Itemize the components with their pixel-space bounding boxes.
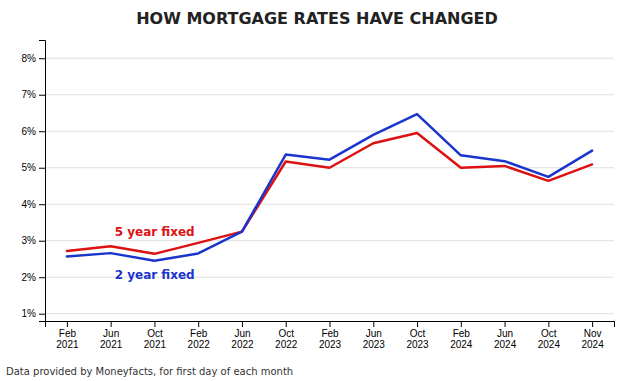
x-tick-mark [592,321,593,327]
x-tick: Feb2023 [319,321,342,350]
y-tick-mark [39,277,45,278]
y-tick: 3% [22,235,45,246]
x-tick-mark [154,321,155,327]
x-tick-label: Jun2021 [100,328,123,350]
grid-line [45,131,614,132]
y-axis-line [39,41,46,322]
y-tick-label: 5% [22,162,37,173]
y-tick: 4% [22,199,45,210]
x-tick-label: Oct2022 [275,328,298,350]
y-tick: 8% [22,53,45,64]
series-label: 5 year fixed [115,225,195,239]
y-tick: 2% [22,272,45,283]
y-tick: 7% [22,89,45,100]
x-tick-label: Jun2023 [363,328,386,350]
y-tick-mark [39,131,45,132]
x-tick-mark [111,321,112,327]
x-tick-mark [373,321,374,327]
y-tick-label: 6% [22,126,37,137]
grid [45,58,614,313]
x-tick: Oct2021 [144,321,167,350]
x-tick: Jun2023 [363,321,386,350]
y-axis: 1% 2% 3% 4% 5% 6% 7% 8% [22,41,46,322]
y-tick-mark [39,204,45,205]
grid-line [45,58,614,59]
series-labels: 5 year fixed 2 year fixed [115,225,195,282]
x-tick: Oct2022 [275,321,298,350]
grid-line [45,204,614,205]
chart: HOW MORTGAGE RATES HAVE CHANGED 1% 2% 3% 4% 5… [0,0,634,381]
x-tick-label: Oct2021 [144,328,167,350]
x-tick-mark [67,321,68,327]
lines [67,114,592,261]
x-tick-label: Feb2024 [450,328,473,350]
y-tick-label: 8% [22,53,37,64]
x-tick-mark [548,321,549,327]
grid-line [45,313,614,314]
y-tick-label: 2% [22,272,37,283]
x-tick-mark [417,321,418,327]
x-axis-line [46,322,615,328]
x-tick-label: Feb2023 [319,328,342,350]
plot: 1%2%3%4%5%6%7%8%Feb2021Jun2021Oct2021Feb… [22,41,615,351]
y-tick: 6% [22,126,45,137]
x-tick-mark [461,321,462,327]
x-tick: Jun2022 [231,321,254,350]
y-tick-label: 3% [22,235,37,246]
x-tick: Jun2021 [100,321,123,350]
x-tick: Feb2022 [188,321,211,350]
y-tick: 1% [22,308,45,319]
x-tick-label: Oct2023 [406,328,429,350]
y-tick-label: 7% [22,89,37,100]
x-tick: Feb2021 [56,321,79,350]
y-tick: 5% [22,162,45,173]
x-tick-label: Oct2024 [538,328,561,350]
footnote: Data provided by Moneyfacts, for first d… [6,366,293,377]
x-tick-mark [286,321,287,327]
x-tick-label: Feb2021 [56,328,79,350]
x-tick-label: Nov2024 [581,328,604,350]
y-tick-mark [39,58,45,59]
x-axis: Feb2021 Jun2021 Oct2021 Feb2022 Jun2022 Oct20… [46,321,615,350]
x-tick: Nov2024 [581,321,604,350]
x-tick-label: Feb2022 [188,328,211,350]
series-line [67,114,592,261]
y-tick-label: 1% [22,308,37,319]
x-tick-mark [198,321,199,327]
y-tick-mark [39,168,45,169]
y-tick-mark [39,314,45,315]
grid-line [45,240,614,241]
y-tick-mark [39,241,45,242]
x-tick: Oct2023 [406,321,429,350]
x-tick-label: Jun2024 [494,328,517,350]
grid-line [45,94,614,95]
title: HOW MORTGAGE RATES HAVE CHANGED [136,9,498,28]
x-tick-mark [505,321,506,327]
x-tick: Feb2024 [450,321,473,350]
y-tick-label: 4% [22,199,37,210]
x-tick-mark [330,321,331,327]
x-tick: Oct2024 [538,321,561,350]
y-tick-mark [39,95,45,96]
series-line [67,133,592,254]
x-tick-label: Jun2022 [231,328,254,350]
series-label: 2 year fixed [115,268,195,282]
x-tick: Jun2024 [494,321,517,350]
x-tick-mark [242,321,243,327]
